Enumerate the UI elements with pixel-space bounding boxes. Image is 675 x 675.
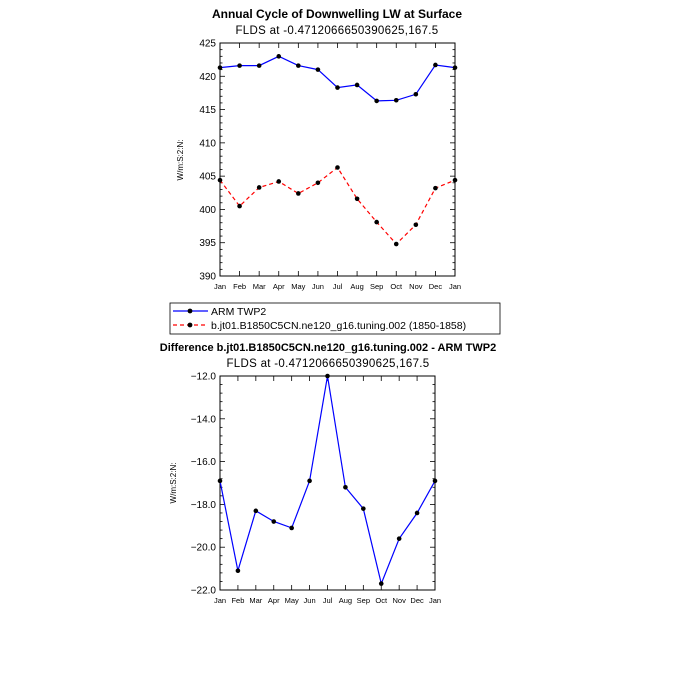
series-0-point (217, 65, 223, 70)
y-tick-label: 390 (199, 272, 216, 283)
x-tick-label: Apr (273, 282, 285, 291)
series-0-point (217, 478, 223, 484)
series-1-point (374, 219, 379, 225)
legend-marker-model (187, 322, 193, 328)
x-tick-label: Feb (233, 282, 246, 291)
series-1-point (452, 177, 458, 183)
series-1-point (237, 203, 242, 209)
x-tick-label: Nov (392, 596, 406, 605)
x-tick-label: Nov (409, 282, 423, 291)
series-1-point (296, 191, 301, 196)
chart1-title: Annual Cycle of Downwelling LW at Surfac… (212, 7, 462, 21)
y-tick-label: −22.0 (191, 586, 217, 597)
x-tick-label: Mar (249, 596, 262, 605)
legend-label-arm: ARM TWP2 (211, 306, 266, 318)
chart2-ylabel: W/m:S:2:N: (169, 463, 178, 504)
x-tick-label: Sep (370, 282, 383, 291)
x-tick-label: Jul (323, 596, 333, 605)
series-1-point (217, 177, 223, 183)
chart2-subtitle: FLDS at -0.4712066650390625,167.5 (226, 358, 429, 370)
x-tick-label: Sep (357, 596, 370, 605)
y-tick-label: −18.0 (191, 500, 217, 511)
y-tick-label: 415 (199, 105, 216, 116)
x-tick-label: Jan (429, 596, 441, 605)
series-0-point (343, 484, 348, 490)
series-0-point (237, 63, 242, 68)
series-1-point (276, 179, 282, 184)
x-tick-label: May (291, 282, 305, 291)
series-1-point (335, 165, 340, 170)
legend-box (169, 302, 501, 335)
y-tick-label: 395 (199, 238, 216, 249)
series-1-point (413, 222, 419, 228)
x-tick-label: Jun (312, 282, 324, 291)
series-line-0 (219, 375, 436, 586)
x-tick-label: Aug (350, 282, 363, 291)
y-tick-label: 425 (199, 39, 216, 50)
x-tick-label: Dec (410, 596, 424, 605)
plot-frame (219, 42, 456, 277)
series-0-point (307, 478, 312, 484)
series-0-point (325, 373, 330, 379)
x-tick-label: May (285, 596, 299, 605)
x-tick-label: Feb (231, 596, 244, 605)
chart1-ylabel: W/m:S:2:N: (176, 140, 185, 181)
x-tick-label: Jan (214, 282, 226, 291)
series-0-point (256, 63, 262, 68)
series-line-1 (219, 166, 456, 245)
series-0-point (315, 67, 321, 72)
x-tick-label: Jan (214, 596, 226, 605)
series-0-point (393, 97, 399, 103)
series-0-point (432, 478, 438, 484)
series-0-point (378, 581, 384, 586)
series-1-point (433, 185, 438, 191)
series-0-point (361, 506, 366, 511)
series-0-point (354, 82, 360, 88)
series-0-point (335, 85, 340, 90)
x-tick-label: Oct (390, 282, 403, 291)
series-0-point (296, 63, 301, 68)
y-tick-label: −12.0 (191, 372, 217, 383)
x-tick-label: Jan (449, 282, 461, 291)
series-0-point (396, 536, 402, 541)
series-0-point (253, 508, 259, 514)
series-0-point (289, 525, 294, 531)
chart1-plot: 390 395 400 405 410 415 420 425 Jan Feb Mar Apr May J… (199, 39, 461, 292)
series-1-point (354, 196, 360, 202)
y-tick-label: 420 (199, 72, 216, 83)
chart2-plot: −22.0 −20.0 −18.0 −16.0 −14.0 −12.0 Jan Feb Mar A… (191, 372, 441, 606)
x-tick-label: Apr (268, 596, 280, 605)
series-0-point (235, 568, 241, 574)
series-0-point (452, 65, 458, 70)
chart1-subtitle: FLDS at -0.4712066650390625,167.5 (235, 25, 438, 37)
x-tick-label: Aug (339, 596, 352, 605)
series-0-point (374, 98, 379, 104)
series-0-point (413, 91, 419, 97)
x-tick-label: Mar (253, 282, 266, 291)
series-1-point (315, 180, 321, 186)
y-tick-label: −16.0 (191, 457, 217, 468)
series-1-point (393, 241, 399, 247)
y-tick-label: 400 (199, 205, 216, 216)
series-line-0 (219, 55, 456, 102)
legend-marker-arm (187, 308, 193, 314)
y-tick-label: 410 (199, 138, 216, 149)
x-tick-label: Jun (304, 596, 316, 605)
y-tick-label: −20.0 (191, 543, 217, 554)
series-1-point (256, 185, 262, 190)
series-0-point (271, 519, 277, 524)
y-tick-label: −14.0 (191, 414, 217, 425)
series-0-point (414, 510, 420, 516)
series-0-point (433, 62, 438, 68)
legend-label-model: b.jt01.B1850C5CN.ne120_g16.tuning.002 (1… (211, 320, 466, 332)
chart1-legend: ARM TWP2 b.jt01.B1850C5CN.ne120_g16.tuni… (169, 302, 501, 335)
chart2-title: Difference b.jt01.B1850C5CN.ne120_g16.tu… (160, 342, 496, 354)
series-0-point (276, 54, 282, 59)
x-tick-label: Jul (333, 282, 343, 291)
x-tick-label: Oct (375, 596, 388, 605)
plot-frame (219, 375, 436, 591)
x-tick-label: Dec (429, 282, 443, 291)
y-tick-label: 405 (199, 172, 216, 183)
